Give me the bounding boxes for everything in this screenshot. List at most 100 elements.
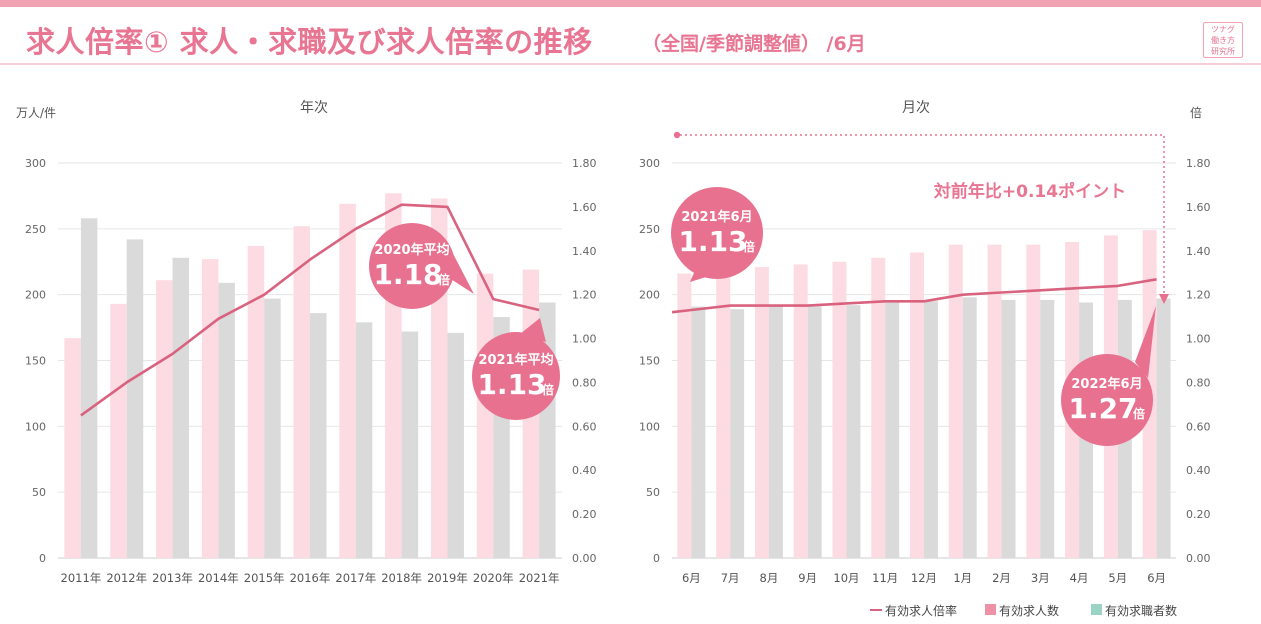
bar-openings xyxy=(156,280,173,558)
bar-openings xyxy=(677,273,692,558)
x-tick-label: 2020年 xyxy=(473,571,514,585)
x-tick-label: 2014年 xyxy=(198,571,239,585)
x-tick-label: 2011年 xyxy=(61,571,102,585)
callout-label: 2020年平均 xyxy=(374,242,449,258)
bar-openings xyxy=(871,257,886,558)
annotation-dotted-line xyxy=(680,134,1165,300)
callout-value: 1.13 xyxy=(477,368,546,401)
bar-seekers xyxy=(126,239,144,558)
y-tick-label: 250 xyxy=(25,223,46,236)
y2-tick-label: 0.80 xyxy=(1186,376,1211,389)
y2-tick-label: 0.00 xyxy=(572,552,597,565)
y2-tick-label: 1.00 xyxy=(1186,333,1211,346)
bar-seekers xyxy=(691,306,706,558)
callout-value: 1.27 xyxy=(1068,392,1137,425)
y-tick-label: 100 xyxy=(639,420,660,433)
callout-label: 2021年平均 xyxy=(478,352,553,368)
y2-tick-label: 0.00 xyxy=(1186,552,1211,565)
bar-seekers xyxy=(80,218,98,559)
x-tick-label: 7月 xyxy=(721,571,740,585)
x-tick-label: 12月 xyxy=(911,571,937,585)
bar-series xyxy=(677,230,1171,559)
y-tick-label: 250 xyxy=(639,223,660,236)
y-tick-label: 0 xyxy=(653,552,660,565)
y-tick-label: 300 xyxy=(639,157,660,170)
x-tick-label: 6月 xyxy=(682,571,701,585)
page-title: 求人倍率① 求人・求職及び求人倍率の推移 xyxy=(26,25,593,59)
page-subtitle: （全国/季節調整値） /6月 xyxy=(642,33,866,55)
y2-tick-label: 1.00 xyxy=(572,333,597,346)
y-tick-label: 150 xyxy=(639,355,660,368)
bar-seekers xyxy=(924,301,938,558)
bar-seekers xyxy=(807,306,822,558)
annotation-start-dot xyxy=(673,131,681,139)
callout-circle xyxy=(671,187,763,279)
x-tick-label: 5月 xyxy=(1108,571,1127,585)
callout-value: 1.18 xyxy=(373,258,442,291)
x-tick-label: 2013年 xyxy=(152,571,193,585)
y2-tick-label: 1.60 xyxy=(1186,201,1211,214)
bar-openings xyxy=(64,338,81,558)
callout-label: 2021年6月 xyxy=(681,209,752,225)
x-tick-label: 3月 xyxy=(1031,571,1050,585)
bar-seekers xyxy=(355,322,373,558)
callout-circle xyxy=(369,223,455,309)
y-tick-label: 50 xyxy=(32,486,46,499)
bar-openings xyxy=(793,264,808,558)
legend-seekers-swatch xyxy=(1091,604,1102,615)
x-tick-label: 10月 xyxy=(833,571,859,585)
y2-tick-label: 0.20 xyxy=(1186,508,1211,521)
callout-tail xyxy=(1135,306,1156,378)
bar-seekers xyxy=(401,331,419,558)
x-tick-label: 2015年 xyxy=(244,571,285,585)
bar-openings xyxy=(476,273,494,558)
x-tick-label: 6月 xyxy=(1147,571,1166,585)
x-tick-label: 4月 xyxy=(1070,571,1089,585)
y2-tick-label: 1.20 xyxy=(572,289,597,302)
top-accent-bar xyxy=(0,0,1261,7)
x-tick-label: 2021年 xyxy=(519,571,560,585)
legend: 有効求人倍率 有効求人数 有効求職者数 xyxy=(870,603,1177,618)
bar-openings xyxy=(716,270,731,558)
y2-tick-label: 0.80 xyxy=(572,376,597,389)
chart-title: 年次 xyxy=(300,100,328,116)
y2-tick-label: 1.80 xyxy=(1186,157,1211,170)
annotation-arrowhead xyxy=(1159,294,1169,304)
callout-circle xyxy=(472,332,560,420)
title-banner: 求人倍率① 求人・求職及び求人倍率の推移 （全国/季節調整値） /6月 ツナグ … xyxy=(0,7,1261,65)
y-tick-label: 200 xyxy=(25,289,46,302)
callout-unit: 倍 xyxy=(1133,406,1145,421)
x-tick-label: 2018年 xyxy=(381,571,422,585)
y-tick-label: 100 xyxy=(25,420,46,433)
y-tick-label: 150 xyxy=(25,355,46,368)
x-tick-label: 2月 xyxy=(992,571,1011,585)
bar-openings xyxy=(201,259,219,558)
callout-label: 2022年6月 xyxy=(1071,376,1142,392)
yoy-annotation: 対前年比+0.14ポイント xyxy=(673,131,1169,304)
y2-tick-label: 0.20 xyxy=(572,508,597,521)
bar-openings xyxy=(247,245,265,558)
legend-seekers: 有効求職者数 xyxy=(1105,603,1177,618)
bar-seekers xyxy=(172,257,190,558)
bar-openings xyxy=(110,303,127,558)
y2-tick-label: 0.40 xyxy=(1186,464,1211,477)
bar-seekers xyxy=(962,297,977,558)
ratio-line xyxy=(671,278,1157,314)
y-tick-label: 200 xyxy=(639,289,660,302)
callout-value: 1.13 xyxy=(678,225,747,258)
bar-openings xyxy=(293,226,310,558)
x-tick-label: 1月 xyxy=(953,571,972,585)
callout-unit: 倍 xyxy=(542,382,554,397)
bar-seekers xyxy=(768,306,783,558)
bar-openings xyxy=(987,244,1002,558)
y2-tick-label: 1.40 xyxy=(572,245,597,258)
ratio-line xyxy=(80,203,540,417)
x-tick-label: 2017年 xyxy=(335,571,376,585)
bar-seekers xyxy=(218,282,235,558)
x-tick-label: 9月 xyxy=(798,571,817,585)
y2-tick-label: 1.40 xyxy=(1186,245,1211,258)
